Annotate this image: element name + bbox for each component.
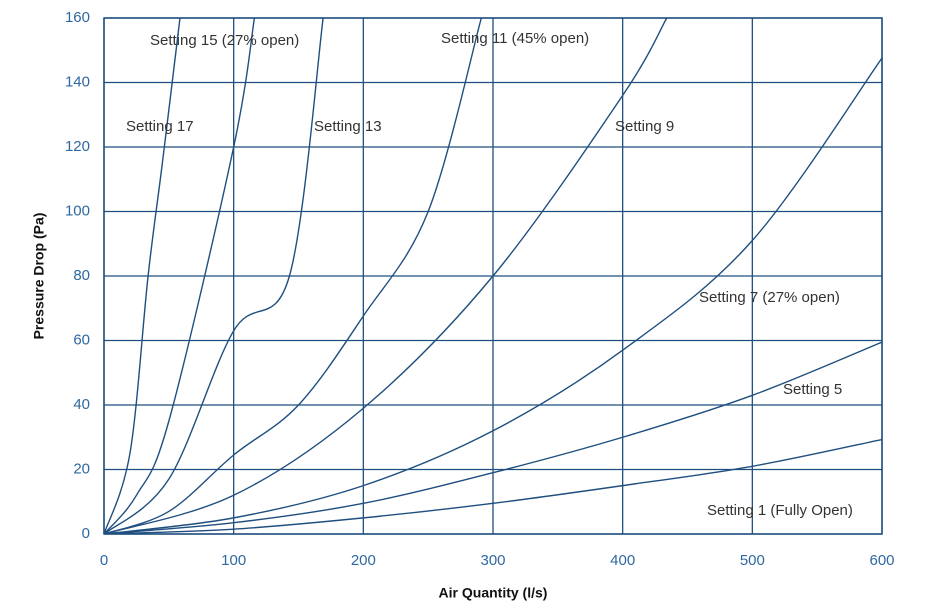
y-tick-label: 0 bbox=[82, 525, 90, 542]
curve bbox=[104, 18, 256, 534]
x-tick-label: 200 bbox=[351, 552, 376, 569]
x-tick-label: 100 bbox=[221, 552, 246, 569]
curve-label: Setting 1 (Fully Open) bbox=[707, 502, 853, 519]
curve bbox=[104, 18, 483, 534]
plot-border bbox=[103, 17, 883, 535]
curve bbox=[104, 438, 882, 534]
curve bbox=[104, 57, 882, 534]
y-tick-label: 100 bbox=[65, 202, 90, 219]
x-tick-label: 0 bbox=[100, 552, 108, 569]
curve-label: Setting 11 (45% open) bbox=[441, 30, 589, 47]
curve-label: Setting 7 (27% open) bbox=[699, 289, 840, 306]
curve-label: Setting 17 bbox=[126, 118, 194, 135]
x-axis-label: Air Quantity (l/s) bbox=[439, 585, 548, 601]
y-tick-label: 40 bbox=[73, 396, 90, 413]
curve bbox=[104, 18, 324, 534]
curve bbox=[104, 18, 668, 534]
y-tick-label: 20 bbox=[73, 460, 90, 477]
y-tick-label: 80 bbox=[73, 267, 90, 284]
y-tick-label: 120 bbox=[65, 138, 90, 155]
y-tick-label: 160 bbox=[65, 9, 90, 26]
curve bbox=[104, 341, 882, 534]
x-tick-label: 300 bbox=[480, 552, 505, 569]
y-axis-label: Pressure Drop (Pa) bbox=[31, 213, 47, 340]
y-tick-label: 60 bbox=[73, 331, 90, 348]
y-tick-label: 140 bbox=[65, 73, 90, 90]
curve-label: Setting 13 bbox=[314, 118, 382, 135]
x-tick-label: 500 bbox=[740, 552, 765, 569]
curve-label: Setting 9 bbox=[615, 118, 674, 135]
x-tick-label: 600 bbox=[869, 552, 894, 569]
curve-label: Setting 5 bbox=[783, 381, 842, 398]
curve-label: Setting 15 (27% open) bbox=[150, 32, 299, 49]
x-tick-label: 400 bbox=[610, 552, 635, 569]
curve bbox=[104, 18, 181, 534]
